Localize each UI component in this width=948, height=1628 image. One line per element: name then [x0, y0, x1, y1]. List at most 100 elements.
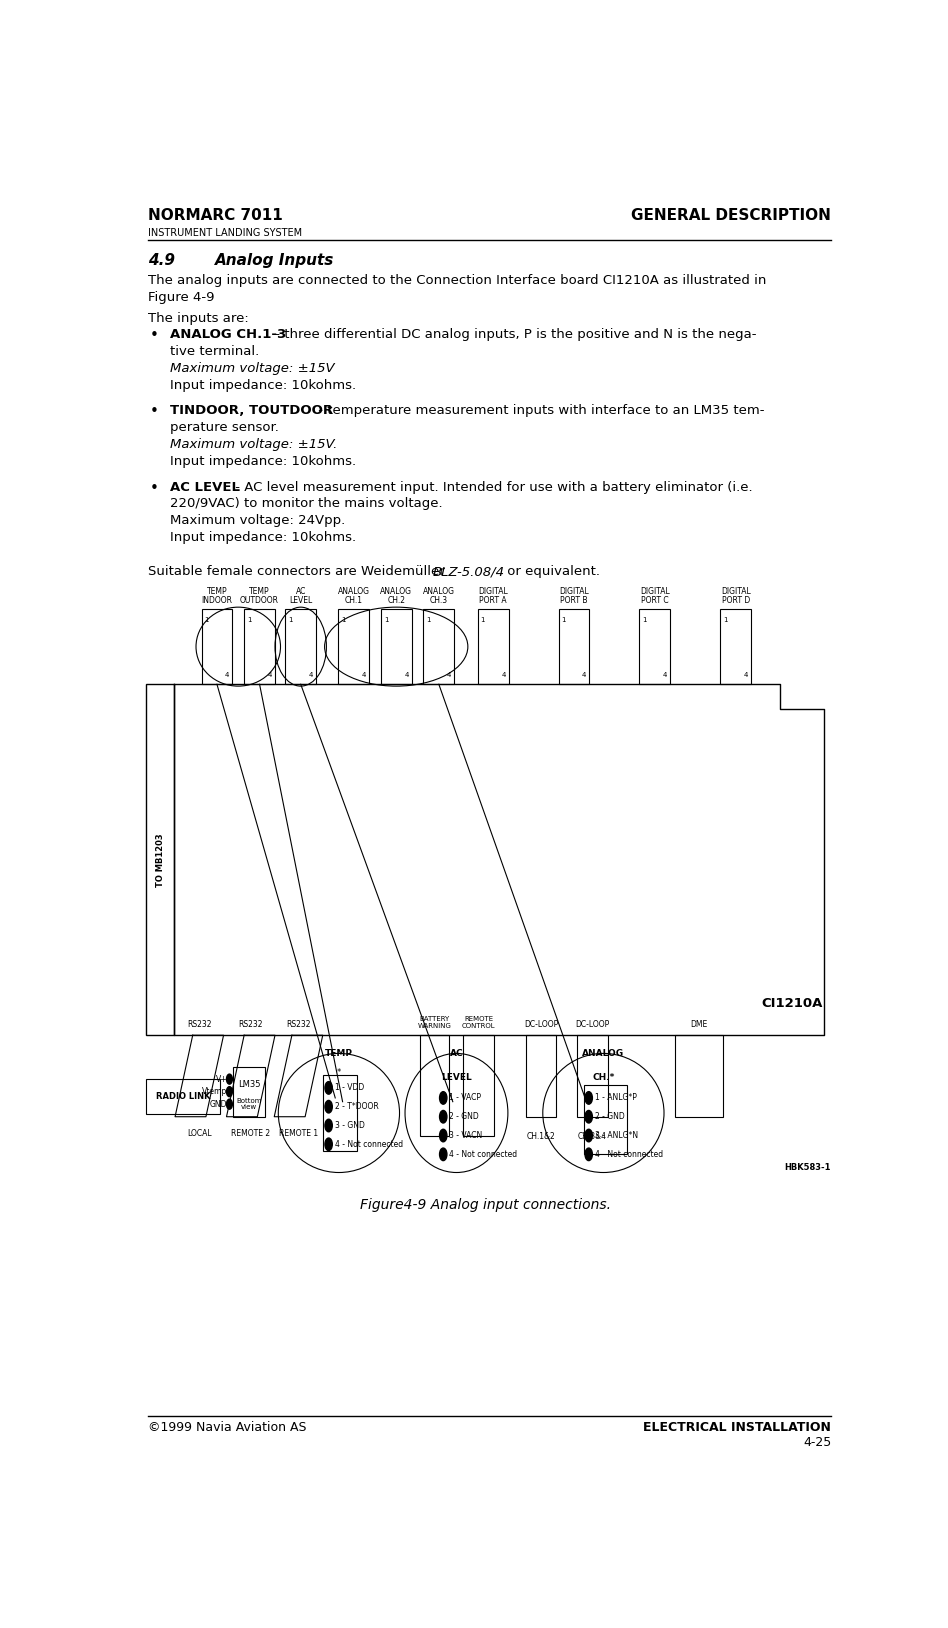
Bar: [675, 1035, 722, 1117]
Text: Figure 4-9: Figure 4-9: [148, 291, 214, 304]
Circle shape: [440, 1148, 447, 1161]
Text: DIGITAL
PORT C: DIGITAL PORT C: [640, 586, 669, 606]
Text: DC-LOOP: DC-LOOP: [524, 1021, 558, 1029]
Text: 4: 4: [663, 672, 667, 677]
Circle shape: [325, 1101, 333, 1114]
Text: 4: 4: [309, 672, 313, 677]
Text: CH.3&4: CH.3&4: [578, 1131, 607, 1141]
Text: BLZ-5.08/4: BLZ-5.08/4: [433, 565, 505, 578]
Text: tive terminal.: tive terminal.: [170, 345, 259, 358]
Text: Input impedance: 10kohms.: Input impedance: 10kohms.: [170, 531, 356, 544]
Text: perature sensor.: perature sensor.: [170, 422, 279, 435]
Circle shape: [227, 1074, 232, 1084]
Text: 1: 1: [247, 617, 251, 622]
Bar: [245, 609, 275, 684]
Text: Suitable female connectors are Weidemüller: Suitable female connectors are Weidemüll…: [148, 565, 449, 578]
Text: CH.1&2: CH.1&2: [526, 1131, 556, 1141]
Text: 3 - ANLG*N: 3 - ANLG*N: [595, 1131, 638, 1140]
Circle shape: [585, 1130, 592, 1141]
Text: 3 - GND: 3 - GND: [335, 1122, 364, 1130]
Text: GND: GND: [210, 1099, 228, 1109]
Text: 4 - Not connected: 4 - Not connected: [449, 1149, 518, 1159]
Text: REMOTE 2: REMOTE 2: [231, 1130, 270, 1138]
Text: Maximum voltage: ±15V: Maximum voltage: ±15V: [170, 361, 335, 374]
Text: Maximum voltage: ±15V.: Maximum voltage: ±15V.: [170, 438, 337, 451]
Text: •: •: [150, 329, 159, 344]
Text: 1: 1: [481, 617, 485, 622]
Circle shape: [440, 1092, 447, 1104]
Text: The inputs are:: The inputs are:: [148, 313, 248, 326]
Text: •: •: [150, 404, 159, 420]
Text: 2 - GND: 2 - GND: [449, 1112, 479, 1122]
Bar: [525, 1035, 556, 1117]
Text: ©1999 Navia Aviation AS: ©1999 Navia Aviation AS: [148, 1421, 306, 1434]
Bar: [558, 609, 590, 684]
Text: DC-LOOP: DC-LOOP: [575, 1021, 610, 1029]
Text: 1: 1: [341, 617, 346, 622]
Text: ANALOG: ANALOG: [582, 1048, 625, 1058]
Text: Figure4-9 Analog input connections.: Figure4-9 Analog input connections.: [360, 1198, 611, 1213]
Text: 220/9VAC) to monitor the mains voltage.: 220/9VAC) to monitor the mains voltage.: [170, 498, 443, 511]
Text: *: *: [337, 1068, 341, 1076]
Text: DIGITAL
PORT B: DIGITAL PORT B: [559, 586, 589, 606]
Text: AC: AC: [449, 1048, 464, 1058]
Text: CI1210A: CI1210A: [761, 998, 822, 1011]
Text: AC LEVEL: AC LEVEL: [170, 480, 240, 493]
Text: HBK583-1: HBK583-1: [785, 1162, 831, 1172]
Text: - temperature measurement inputs with interface to an LM35 tem-: - temperature measurement inputs with in…: [314, 404, 764, 417]
Text: The analog inputs are connected to the Connection Interface board CI1210A as ill: The analog inputs are connected to the C…: [148, 275, 766, 287]
Text: DME: DME: [690, 1021, 707, 1029]
Text: 4: 4: [447, 672, 451, 677]
Text: 1 - VACP: 1 - VACP: [449, 1094, 482, 1102]
Text: ANALOG
CH.3: ANALOG CH.3: [423, 586, 455, 606]
Text: LOCAL: LOCAL: [187, 1130, 211, 1138]
Bar: [478, 609, 509, 684]
Bar: [322, 1076, 357, 1151]
Bar: [584, 1086, 627, 1154]
Text: TEMP
INDOOR: TEMP INDOOR: [201, 586, 232, 606]
Text: 4: 4: [267, 672, 272, 677]
Text: TEMP: TEMP: [325, 1048, 353, 1058]
Text: 1: 1: [561, 617, 566, 622]
Circle shape: [585, 1110, 592, 1123]
Text: LM35: LM35: [238, 1079, 261, 1089]
Text: ANALOG CH.1-3: ANALOG CH.1-3: [170, 329, 286, 342]
Text: 4 - Not connected: 4 - Not connected: [335, 1140, 403, 1149]
Text: TINDOOR, TOUTDOOR: TINDOOR, TOUTDOOR: [170, 404, 333, 417]
Circle shape: [227, 1099, 232, 1109]
Bar: [338, 609, 369, 684]
Circle shape: [585, 1092, 592, 1104]
Bar: [440, 1086, 479, 1154]
Text: ANALOG
CH.2: ANALOG CH.2: [380, 586, 412, 606]
Text: 1 - VDD: 1 - VDD: [335, 1083, 364, 1092]
Bar: [420, 1035, 449, 1136]
Text: 4: 4: [405, 672, 409, 677]
Bar: [146, 1079, 220, 1114]
Bar: [202, 609, 232, 684]
Text: Maximum voltage: 24Vpp.: Maximum voltage: 24Vpp.: [170, 514, 345, 527]
Circle shape: [325, 1138, 333, 1151]
Bar: [463, 1035, 494, 1136]
Text: •: •: [150, 480, 159, 495]
Text: Analog Inputs: Analog Inputs: [215, 252, 335, 269]
Bar: [424, 609, 454, 684]
Text: 4.9: 4.9: [148, 252, 174, 269]
Text: Bottom
view: Bottom view: [237, 1097, 262, 1110]
Text: 4: 4: [362, 672, 366, 677]
Text: RS232: RS232: [187, 1021, 211, 1029]
Text: V+: V+: [215, 1074, 228, 1084]
Text: Input impedance: 10kohms.: Input impedance: 10kohms.: [170, 379, 356, 392]
Text: 4: 4: [582, 672, 587, 677]
Text: 1: 1: [723, 617, 728, 622]
Text: REMOTE 1: REMOTE 1: [279, 1130, 319, 1138]
Bar: [577, 1035, 608, 1117]
Text: RS232: RS232: [286, 1021, 311, 1029]
Circle shape: [585, 1148, 592, 1161]
Text: INSTRUMENT LANDING SYSTEM: INSTRUMENT LANDING SYSTEM: [148, 228, 302, 238]
Text: CH.*: CH.*: [592, 1073, 614, 1083]
Text: Input impedance: 10kohms.: Input impedance: 10kohms.: [170, 456, 356, 469]
Text: RS232: RS232: [239, 1021, 263, 1029]
Text: - AC level measurement input. Intended for use with a battery eliminator (i.e.: - AC level measurement input. Intended f…: [231, 480, 753, 493]
Bar: [381, 609, 411, 684]
Bar: [639, 609, 670, 684]
